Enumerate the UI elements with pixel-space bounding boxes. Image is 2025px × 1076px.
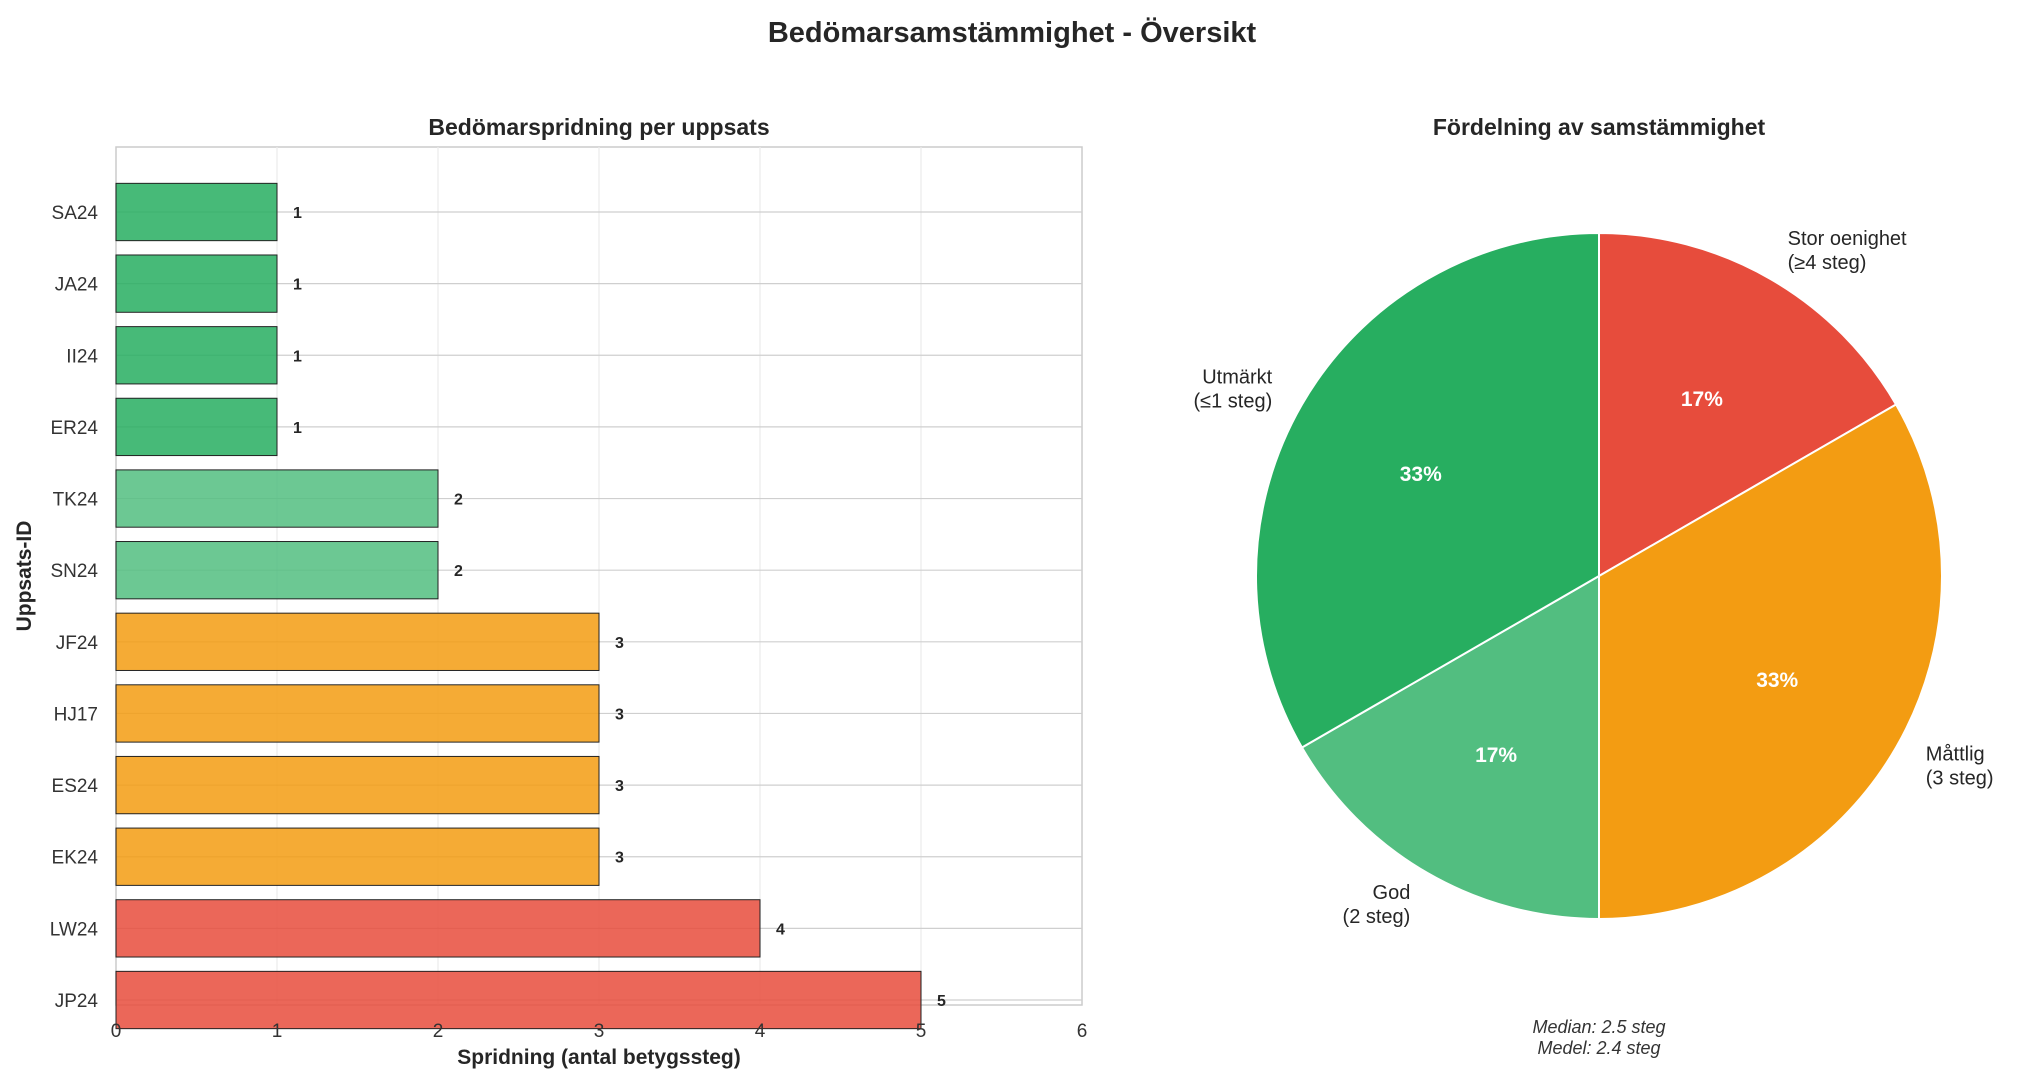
pie-percent-label: 33% — [1756, 669, 1798, 692]
bar-value-label: 3 — [615, 850, 624, 867]
bar-y-tick-label: SN24 — [50, 561, 98, 582]
bar-x-tick-label: 3 — [594, 1021, 605, 1042]
pie-chart: Fördelning av samstämmighet 17% 33% 17% 33%… — [1193, 114, 1993, 1058]
bar-x-axis-label: Spridning (antal betygssteg) — [457, 1046, 741, 1069]
bar-chart: Bedömarspridning per uppsats 1 1 1 1 2 2 3 3 3 3 4… — [13, 114, 1087, 1069]
bar-y-tick-label: TK24 — [53, 490, 99, 511]
pie-slice-label: Måttlig — [1926, 744, 1985, 766]
pie-slices: 17% 33% 17% 33% — [1255, 231, 1943, 921]
bar-y-tick-label: SA24 — [52, 203, 99, 224]
bar-y-tick-label: JF24 — [56, 633, 99, 654]
pie-percent-label: 17% — [1475, 744, 1517, 767]
pie-slice — [1598, 231, 1898, 578]
bar — [115, 827, 600, 886]
bar-value-label: 1 — [293, 348, 302, 365]
bar-value-label: 5 — [937, 993, 946, 1010]
bar-y-tick-label: JA24 — [55, 275, 99, 296]
bar-value-label: 2 — [454, 492, 463, 509]
bar-x-tick-label: 1 — [272, 1021, 283, 1042]
bar-chart-title: Bedömarspridning per uppsats — [428, 114, 769, 140]
bar-x-tick-label: 2 — [433, 1021, 444, 1042]
pie-percent-label: 33% — [1400, 463, 1442, 486]
pie-slice — [1598, 403, 1943, 921]
bar — [115, 326, 278, 385]
pie-slice-label: Stor oenighet — [1788, 228, 1907, 250]
bar-value-label: 3 — [615, 706, 624, 723]
bar-value-label: 3 — [615, 778, 624, 795]
bar — [115, 970, 922, 1030]
bar — [115, 612, 600, 671]
bar-y-axis-label: Uppsats-ID — [13, 521, 36, 632]
pie-slice-label: Utmärkt — [1202, 366, 1272, 388]
pie-slice-sublabel: (3 steg) — [1926, 768, 1994, 790]
pie-slice — [1300, 574, 1600, 921]
pie-median-annotation: Median: 2.5 steg — [1532, 1017, 1665, 1037]
bar-value-label: 3 — [615, 635, 624, 652]
bar — [115, 397, 278, 457]
bar — [115, 541, 439, 600]
bar-y-tick-label: JP24 — [55, 991, 99, 1012]
bar-value-label: 1 — [293, 205, 302, 222]
bar-x-tick-label: 5 — [916, 1021, 927, 1042]
bar — [115, 469, 439, 528]
bar — [115, 254, 278, 313]
bar-y-tick-label: HJ17 — [54, 704, 98, 725]
bar-x-ticks: 0 1 2 3 4 5 6 — [111, 1021, 1088, 1042]
bar-value-label: 2 — [454, 563, 463, 580]
pie-percent-label: 17% — [1681, 388, 1723, 411]
bar-marks: 1 1 1 1 2 2 3 3 3 3 4 5 — [115, 182, 946, 1030]
bar-y-tick-label: EK24 — [52, 848, 99, 869]
pie-slice — [1255, 231, 1600, 749]
bar-y-tick-label: LW24 — [50, 919, 99, 940]
pie-mean-annotation: Medel: 2.4 steg — [1537, 1038, 1660, 1058]
bar — [115, 684, 600, 743]
bar-y-tick-label: ER24 — [50, 418, 98, 439]
pie-chart-title: Fördelning av samstämmighet — [1433, 114, 1766, 140]
bar-value-label: 1 — [293, 277, 302, 294]
bar — [115, 755, 600, 815]
bar-x-tick-label: 4 — [755, 1021, 766, 1042]
pie-slice-sublabel: (2 steg) — [1343, 906, 1411, 928]
bar-x-tick-label: 6 — [1077, 1021, 1088, 1042]
bar-value-label: 4 — [776, 921, 785, 938]
bar-y-tick-label: II24 — [66, 346, 98, 367]
pie-slice-sublabel: (≤1 steg) — [1193, 390, 1272, 412]
figure-title: Bedömarsamstämmighet - Översikt — [768, 16, 1257, 49]
bar — [115, 182, 278, 242]
bar-x-tick-label: 0 — [111, 1021, 122, 1042]
bar-y-ticks: SA24 JA24 II24 ER24 TK24 SN24 JF24 HJ17 ES24 EK24… — [50, 203, 99, 1012]
pie-slice-label: God — [1373, 882, 1411, 904]
pie-slice-sublabel: (≥4 steg) — [1788, 252, 1867, 274]
bar-y-tick-label: ES24 — [52, 776, 99, 797]
pie-labels: Stor oenighet(≥4 steg) Måttlig(3 steg) God… — [1193, 228, 1993, 928]
bar-value-label: 1 — [293, 420, 302, 437]
bar — [115, 899, 761, 958]
